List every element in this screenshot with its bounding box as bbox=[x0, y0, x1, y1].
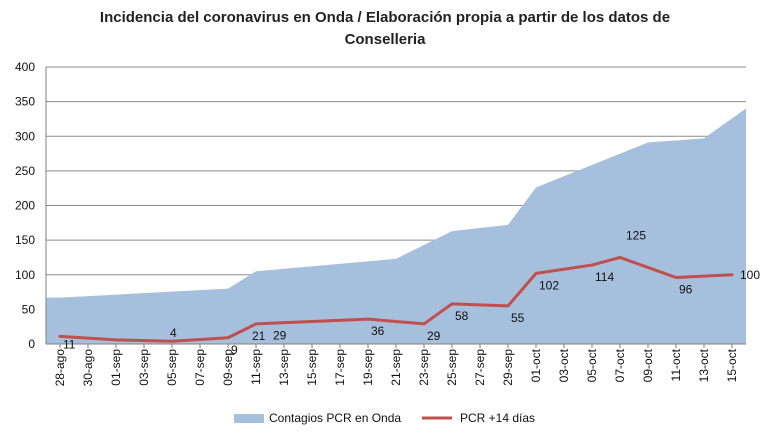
x-tick-label-19-sep: 19-sep bbox=[361, 349, 375, 386]
x-tick-label-13-oct: 13-oct bbox=[697, 348, 711, 382]
y-tick-label-50: 50 bbox=[22, 302, 36, 316]
legend-label-pcr14: PCR +14 días bbox=[460, 411, 535, 425]
data-label-4: 29 bbox=[273, 328, 287, 342]
x-tick-label-09-sep: 09-sep bbox=[221, 349, 235, 386]
x-tick-label-13-sep: 13-sep bbox=[277, 349, 291, 386]
x-tick-label-29-sep: 29-sep bbox=[501, 349, 515, 386]
y-tick-label-100: 100 bbox=[15, 268, 35, 282]
y-tick-label-350: 350 bbox=[15, 95, 35, 109]
x-tick-label-03-sep: 03-sep bbox=[137, 349, 151, 386]
y-tick-label-400: 400 bbox=[15, 60, 35, 74]
data-label-9: 102 bbox=[539, 278, 559, 292]
y-tick-label-0: 0 bbox=[28, 337, 35, 351]
x-tick-label-30-ago: 30-ago bbox=[81, 349, 95, 387]
x-tick-label-09-oct: 09-oct bbox=[641, 348, 655, 382]
x-tick-label-27-sep: 27-sep bbox=[473, 349, 487, 386]
x-tick-label-23-sep: 23-sep bbox=[417, 349, 431, 386]
x-tick-label-01-sep: 01-sep bbox=[109, 349, 123, 386]
data-label-11: 125 bbox=[626, 228, 646, 242]
plot-area: 0 50 100 150 200 250 300 350 400 28-ago 30-ago 01-s… bbox=[15, 60, 760, 386]
data-label-2: 9 bbox=[231, 343, 238, 357]
legend-swatch-contagios bbox=[234, 414, 264, 423]
x-tick-label-15-oct: 15-oct bbox=[725, 348, 739, 382]
data-label-8: 55 bbox=[511, 311, 525, 325]
data-label-7: 58 bbox=[455, 309, 469, 323]
data-label-0: 11 bbox=[63, 337, 76, 351]
y-tick-label-300: 300 bbox=[15, 129, 35, 143]
y-tick-label-250: 250 bbox=[15, 164, 35, 178]
data-label-5: 36 bbox=[371, 324, 385, 338]
data-label-13: 100 bbox=[740, 268, 760, 282]
x-tick-label-25-sep: 25-sep bbox=[445, 349, 459, 386]
x-tick-label-15-sep: 15-sep bbox=[305, 349, 319, 386]
chart-title-line-1: Incidencia del coronavirus en Onda / Ela… bbox=[100, 9, 670, 26]
x-tick-label-07-oct: 07-oct bbox=[613, 348, 627, 382]
x-tick-label-17-sep: 17-sep bbox=[333, 349, 347, 386]
area-series-contagios-pcr bbox=[46, 108, 746, 344]
x-tick-label-07-sep: 07-sep bbox=[193, 349, 207, 386]
data-label-3: 21 bbox=[252, 329, 266, 343]
x-tick-label-28-ago: 28-ago bbox=[53, 349, 67, 387]
x-tick-label-11-sep: 11-sep bbox=[249, 349, 263, 385]
y-tick-label-150: 150 bbox=[15, 233, 35, 247]
x-tick-label-05-oct: 05-oct bbox=[585, 348, 599, 382]
x-tick-label-11-oct: 11-oct bbox=[669, 348, 683, 381]
x-tick-label-05-sep: 05-sep bbox=[165, 349, 179, 386]
chart-title-line-2: Conselleria bbox=[345, 31, 427, 48]
data-label-6: 29 bbox=[427, 329, 441, 343]
x-tick-label-01-oct: 01-oct bbox=[529, 348, 543, 382]
data-label-1: 4 bbox=[170, 326, 177, 340]
legend: Contagios PCR en Onda PCR +14 días bbox=[234, 411, 535, 425]
data-label-12: 96 bbox=[679, 283, 693, 297]
data-label-10: 114 bbox=[595, 270, 614, 284]
line-series-pcr-14-dias bbox=[58, 255, 734, 343]
y-tick-label-200: 200 bbox=[15, 199, 35, 213]
x-tick-label-21-sep: 21-sep bbox=[389, 349, 403, 386]
x-tick-label-03-oct: 03-oct bbox=[557, 348, 571, 382]
legend-label-contagios: Contagios PCR en Onda bbox=[269, 411, 401, 425]
